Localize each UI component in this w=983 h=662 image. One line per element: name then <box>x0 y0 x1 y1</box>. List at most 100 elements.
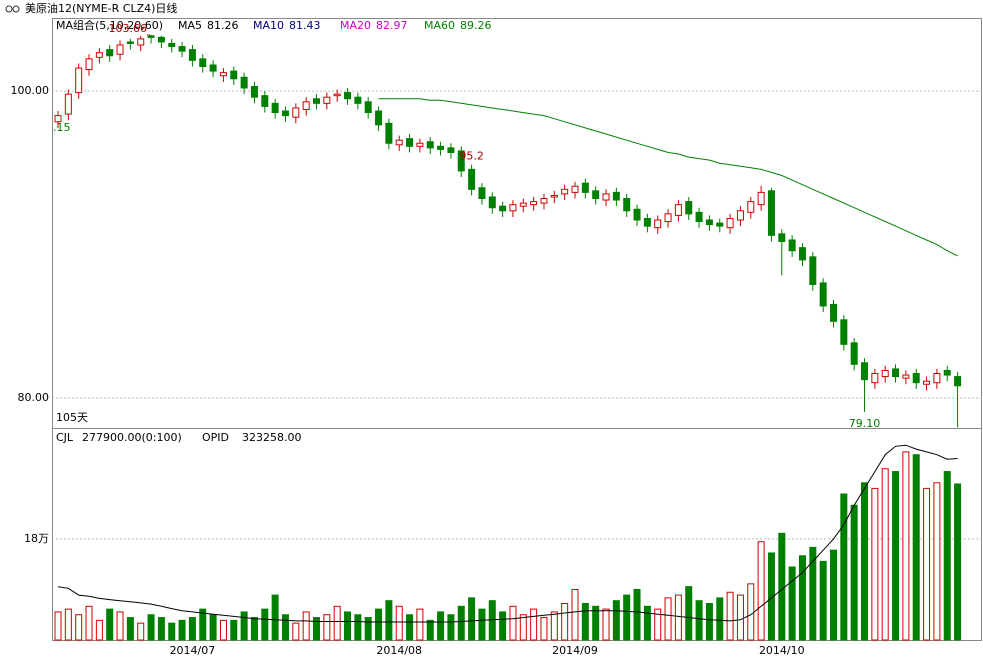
volume-bar <box>902 451 910 641</box>
candle-body <box>830 303 837 322</box>
candle-body <box>281 110 289 117</box>
volume-bar <box>840 493 848 641</box>
volume-bar <box>230 619 238 641</box>
legend-value: 89.26 <box>460 19 492 32</box>
candle-body <box>271 102 279 114</box>
candle-body <box>943 369 951 376</box>
volume-bar <box>395 605 403 641</box>
volume-bar <box>592 605 600 641</box>
candle-body <box>261 95 269 107</box>
candle-body <box>178 46 186 52</box>
candle-body <box>798 247 806 261</box>
x-tick-label: 2014/09 <box>552 644 598 657</box>
candle-body <box>643 217 651 227</box>
opid-name: OPID <box>202 431 229 444</box>
volume-bar <box>778 532 786 641</box>
legend-value: 81.43 <box>289 19 321 32</box>
candle-body <box>147 35 155 38</box>
x-tick-label: 2014/08 <box>376 644 422 657</box>
candle-body <box>664 213 672 223</box>
candle-body <box>137 38 145 46</box>
volume-bar <box>499 611 507 641</box>
candle-body <box>240 76 248 89</box>
chart-title: 美原油12(NYME-R CLZ4)日线 <box>25 1 177 15</box>
candle-body <box>623 198 631 212</box>
volume-bar <box>364 617 372 641</box>
candle-body <box>509 204 517 212</box>
y-tick-label: 18万 <box>24 532 49 545</box>
candle-body <box>912 373 920 384</box>
legend-name: MA60 <box>424 19 455 32</box>
candle-body <box>406 138 414 147</box>
candle-body <box>157 36 165 43</box>
candle-body <box>705 219 713 226</box>
period-label: 105天 <box>56 411 88 424</box>
candle-body <box>416 142 424 147</box>
candle-body <box>302 101 310 110</box>
volume-bar <box>64 608 72 641</box>
candle-body <box>64 93 72 115</box>
candle-body <box>75 67 83 94</box>
candle-body <box>478 187 486 200</box>
volume-bar <box>623 594 631 641</box>
candle-body <box>923 380 931 385</box>
volume-bar <box>757 541 765 641</box>
candle-body <box>333 93 341 97</box>
candle-body <box>468 168 476 190</box>
volume-bar <box>767 552 775 641</box>
legend-name: MA5 <box>178 19 202 32</box>
volume-bar <box>788 566 796 641</box>
title-icon <box>5 5 20 13</box>
volume-bar <box>923 487 931 641</box>
candle-body <box>871 373 879 384</box>
volume-bar <box>519 614 527 641</box>
candle-body <box>602 193 610 201</box>
volume-bar <box>416 608 424 641</box>
candle-body <box>850 342 858 365</box>
candle-body <box>230 70 238 80</box>
volume-bar <box>302 611 310 641</box>
candle-body <box>292 107 300 118</box>
volume-bar <box>168 622 176 641</box>
candle-body <box>168 42 176 48</box>
opid-value: 323258.00 <box>242 431 302 444</box>
candle-body <box>106 49 114 57</box>
candle-body <box>426 141 434 149</box>
candle-body <box>126 41 134 44</box>
volume-bar <box>705 603 713 641</box>
candle-body <box>530 201 538 206</box>
volume-bar <box>95 619 103 641</box>
volume-bar <box>323 614 331 641</box>
candle-body <box>457 150 465 172</box>
volume-bar <box>85 605 93 641</box>
x-tick-label: 2014/10 <box>759 644 805 657</box>
candle-body <box>54 115 62 123</box>
volume-bar <box>271 594 279 641</box>
volume-bar <box>540 617 548 641</box>
candle-body <box>488 196 496 209</box>
volume-bar <box>147 614 155 641</box>
volume-bar <box>736 594 744 641</box>
volume-bar <box>426 619 434 641</box>
candle-body <box>788 239 796 252</box>
frame <box>52 18 982 641</box>
volume-bar <box>116 611 124 641</box>
candle-body <box>685 201 693 215</box>
volume-bar <box>261 608 269 641</box>
volume-bar <box>850 504 858 641</box>
candle-body <box>612 191 620 201</box>
y-tick-label: 80.00 <box>18 391 50 404</box>
candle-body <box>861 362 869 381</box>
legend-title: MA组合(5,10,20,60) <box>56 18 163 32</box>
volume-bar <box>437 611 445 641</box>
volume-bar <box>809 546 817 641</box>
candle-body <box>892 368 900 378</box>
candle-body <box>395 139 403 146</box>
volume-bar <box>178 619 186 641</box>
candle-body <box>219 72 227 77</box>
volume-bar <box>375 608 383 641</box>
candle-body <box>954 376 962 387</box>
cut-label: .15 <box>53 121 71 134</box>
volume-bar <box>240 611 248 641</box>
